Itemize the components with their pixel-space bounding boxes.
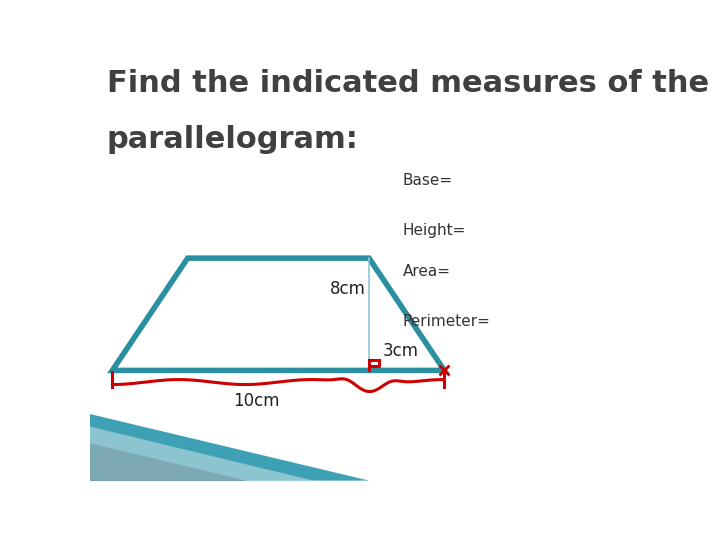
Polygon shape xyxy=(112,258,444,370)
Text: 10cm: 10cm xyxy=(233,392,279,410)
Text: Base=: Base= xyxy=(402,173,453,188)
Text: parallelogram:: parallelogram: xyxy=(107,125,359,154)
Text: Height=: Height= xyxy=(402,223,466,238)
Polygon shape xyxy=(90,414,369,481)
Text: Find the indicated measures of the: Find the indicated measures of the xyxy=(107,69,709,98)
Text: 8cm: 8cm xyxy=(330,280,366,298)
Text: Area=: Area= xyxy=(402,265,451,279)
Text: 3cm: 3cm xyxy=(383,342,419,360)
Polygon shape xyxy=(90,443,246,481)
Text: Perimeter=: Perimeter= xyxy=(402,314,490,329)
Polygon shape xyxy=(90,427,313,481)
